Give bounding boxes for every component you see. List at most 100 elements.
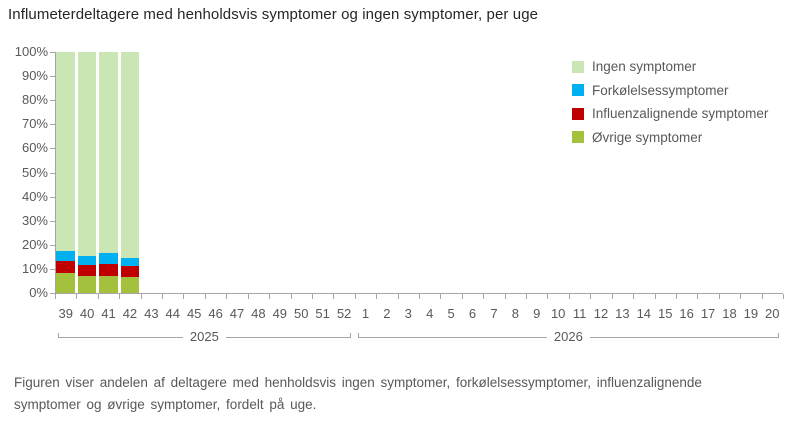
y-axis-tick: [50, 220, 55, 222]
year-group-line: [357, 332, 547, 338]
chart-title: Influmeterdeltagere med henholdsvis symp…: [8, 6, 539, 23]
x-axis-tick: [204, 294, 206, 299]
x-axis-week-label: 45: [186, 306, 202, 321]
y-axis-label: 80%: [21, 92, 48, 108]
x-axis-tick: [311, 294, 313, 299]
y-axis-label: 0%: [29, 285, 48, 300]
y-axis-label: 50%: [21, 164, 48, 180]
x-axis-week-label: 17: [700, 306, 716, 321]
x-axis-tick: [526, 294, 528, 299]
y-axis-tick: [50, 76, 55, 78]
x-axis-week-label: 15: [657, 306, 673, 321]
x-axis-week-label: 49: [272, 306, 288, 321]
bar-segment: [99, 264, 118, 276]
x-axis-week-label: 41: [101, 306, 116, 321]
year-group-line: [589, 332, 780, 338]
x-axis-week-label: 4: [426, 306, 434, 321]
y-axis-label: 100%: [14, 44, 48, 59]
legend-swatch-icon: [572, 107, 584, 120]
x-axis-tick: [483, 294, 485, 299]
year-group-line: [225, 332, 351, 338]
x-axis-week-label: 42: [122, 306, 138, 321]
x-axis-week-label: 3: [404, 306, 412, 321]
legend-item: Forkølelsessymptomer: [572, 79, 768, 103]
legend-label: Forkølelsessymptomer: [592, 82, 729, 98]
y-axis-tick: [50, 196, 55, 198]
x-axis-tick: [247, 294, 249, 299]
x-axis-tick: [590, 294, 592, 299]
x-axis-tick: [97, 294, 99, 299]
y-axis-tick: [50, 268, 55, 270]
bar-segment: [120, 52, 140, 258]
x-axis-week-label: 2: [383, 306, 391, 321]
bar-segment: [120, 257, 140, 266]
bar-segment: [56, 52, 75, 251]
y-axis-label: 30%: [21, 212, 48, 228]
y-axis-tick: [50, 172, 55, 174]
x-axis-week-label: 20: [765, 306, 780, 321]
bar-segment: [99, 52, 118, 253]
x-axis-week-label: 46: [208, 306, 223, 321]
x-axis-week-label: 44: [165, 306, 180, 321]
x-axis-week-label: 5: [447, 306, 455, 321]
x-axis-week-label: 19: [743, 306, 759, 321]
legend-item: Ingen symptomer: [572, 55, 768, 79]
year-group-line: [58, 332, 183, 338]
y-axis-tick: [50, 148, 55, 150]
x-axis-tick: [675, 294, 677, 299]
x-axis-year-group: 2026: [357, 329, 780, 344]
x-axis-week-label: 6: [468, 306, 477, 321]
x-axis-tick: [76, 294, 78, 299]
legend-item: Øvrige symptomer: [572, 126, 768, 150]
x-axis-tick: [783, 294, 784, 299]
y-axis-tick: [50, 124, 55, 126]
x-axis-week-label: 43: [144, 306, 159, 321]
x-axis-week-label: 39: [58, 306, 73, 321]
bar-segment: [99, 252, 118, 265]
x-axis-week-label: 48: [251, 306, 266, 321]
x-axis-tick: [697, 294, 699, 299]
x-axis-week-label: 8: [511, 306, 519, 321]
x-axis-week-label: 14: [636, 306, 652, 321]
y-axis-tick: [50, 52, 55, 53]
x-axis-week-label: 52: [336, 306, 352, 321]
x-axis-week-label: 18: [722, 306, 737, 321]
x-axis-week-label: 11: [572, 306, 587, 321]
bar-segment: [56, 250, 75, 261]
x-axis-tick: [269, 294, 271, 299]
y-axis-label: 40%: [21, 188, 48, 204]
x-axis-week-label: 40: [79, 306, 95, 321]
bar-segment: [120, 265, 140, 278]
bar-segment: [56, 272, 75, 293]
year-label: 2025: [189, 329, 219, 344]
y-axis-label: 60%: [21, 140, 48, 156]
y-axis-tick: [50, 244, 55, 246]
x-axis-year-group: 2025: [58, 329, 351, 344]
legend-label: Influenzalignende symptomer: [592, 106, 769, 122]
x-axis-tick: [55, 294, 56, 299]
legend-label: Ingen symptomer: [592, 59, 697, 75]
x-axis-tick: [354, 294, 356, 299]
x-axis-tick: [119, 294, 121, 299]
bar-segment: [77, 52, 97, 257]
legend-swatch-icon: [572, 84, 584, 97]
x-axis-tick: [654, 294, 656, 299]
x-axis-tick: [633, 294, 635, 299]
y-axis-label: 20%: [21, 236, 48, 252]
year-label: 2026: [553, 329, 583, 344]
x-axis-tick: [504, 294, 506, 299]
y-axis-line: [55, 52, 56, 294]
x-axis-tick: [718, 294, 720, 299]
x-axis-week-label: 9: [533, 306, 541, 321]
figure-caption: Figuren viser andelen af deltagere med h…: [14, 375, 702, 412]
x-axis-tick: [547, 294, 549, 299]
x-axis-week-label: 10: [550, 306, 566, 321]
x-axis-tick: [568, 294, 570, 299]
bar-segment: [56, 260, 75, 273]
x-axis-tick: [611, 294, 613, 299]
y-axis-label: 90%: [21, 68, 48, 84]
bar-segment: [99, 275, 118, 293]
x-axis-week-label: 13: [615, 306, 630, 321]
x-axis-tick: [333, 294, 335, 299]
